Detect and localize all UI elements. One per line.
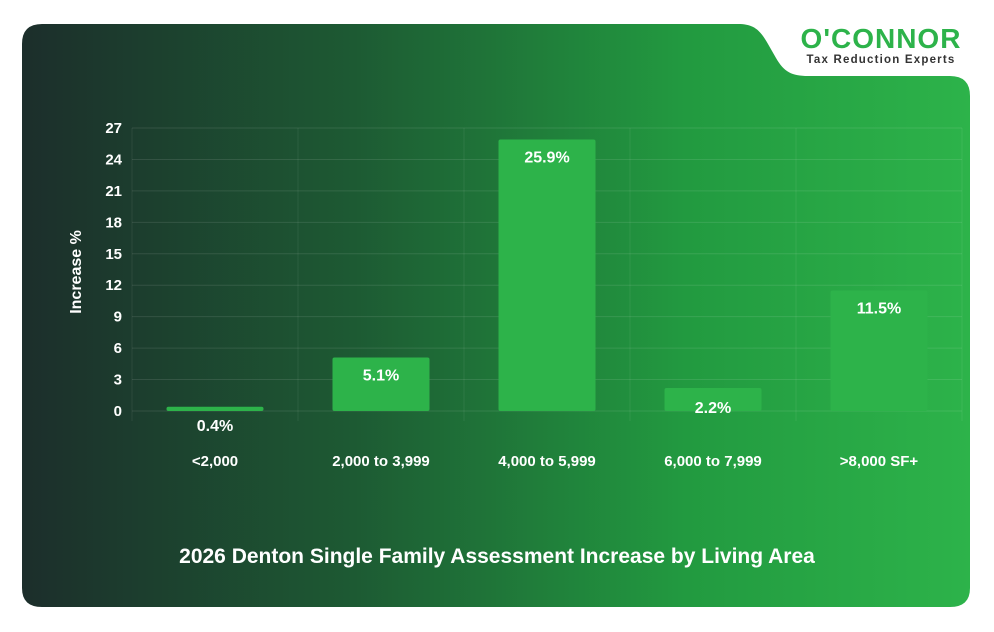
y-tick-label: 21 xyxy=(105,183,122,200)
data-label: 5.1% xyxy=(363,368,399,385)
bars xyxy=(166,139,928,411)
x-axis-categories: <2,000 2,000 to 3,999 4,000 to 5,999 6,000 … xyxy=(192,453,919,470)
x-tick-label: 2,000 to 3,999 xyxy=(332,453,430,470)
y-tick-label: 0 xyxy=(114,403,122,420)
brand-name: O'CONNOR xyxy=(801,23,962,54)
data-label: 25.9% xyxy=(524,150,569,167)
y-tick-label: 15 xyxy=(105,246,122,263)
chart-title: 2026 Denton Single Family Assessment Inc… xyxy=(179,545,815,568)
y-tick-label: 12 xyxy=(105,277,122,294)
x-tick-label: <2,000 xyxy=(192,453,238,470)
data-label: 2.2% xyxy=(695,400,731,417)
y-tick-label: 3 xyxy=(114,372,122,389)
data-label: 11.5% xyxy=(857,300,901,317)
bar-3 xyxy=(664,387,762,411)
y-tick-label: 18 xyxy=(105,214,122,231)
data-label: 0.4% xyxy=(197,418,233,435)
y-tick-label: 24 xyxy=(105,151,122,168)
y-axis-label: Increase % xyxy=(68,230,85,314)
y-tick-label: 27 xyxy=(105,120,122,137)
x-tick-label: 6,000 to 7,999 xyxy=(664,453,762,470)
x-tick-label: 4,000 to 5,999 xyxy=(498,453,596,470)
chart-background xyxy=(22,24,970,607)
x-tick-label: >8,000 SF+ xyxy=(840,453,919,470)
bar-1 xyxy=(332,357,430,411)
bar-0 xyxy=(166,406,264,411)
y-axis-ticks: 0 3 6 9 12 15 18 21 24 27 xyxy=(105,120,122,420)
data-labels: 0.4% 5.1% 25.9% 2.2% 11.5% xyxy=(197,150,901,435)
y-tick-label: 9 xyxy=(114,309,122,326)
brand-tagline: Tax Reduction Experts xyxy=(807,54,956,66)
y-tick-label: 6 xyxy=(114,340,122,357)
bar-2 xyxy=(498,139,596,411)
bar-4 xyxy=(830,290,928,411)
brand-logo: O'CONNOR Tax Reduction Experts xyxy=(801,23,962,66)
